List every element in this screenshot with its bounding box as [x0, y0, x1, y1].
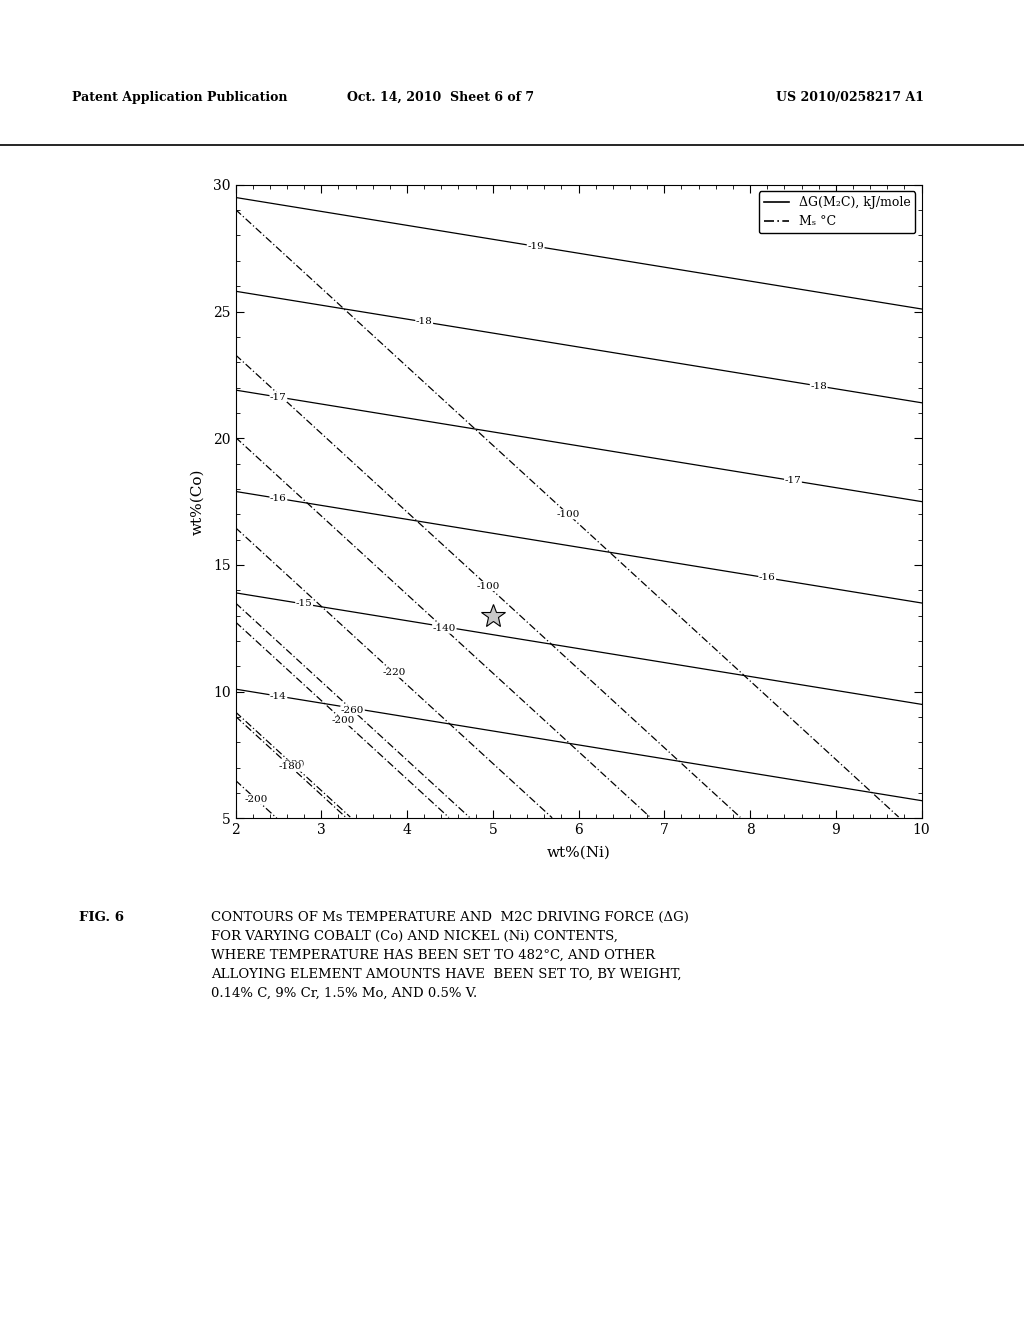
- Text: -100: -100: [557, 510, 580, 519]
- Text: FIG. 6: FIG. 6: [80, 911, 125, 924]
- Text: US 2010/0258217 A1: US 2010/0258217 A1: [776, 91, 924, 103]
- Text: Patent Application Publication: Patent Application Publication: [72, 91, 287, 103]
- Text: -18: -18: [810, 381, 827, 391]
- Text: -15: -15: [296, 599, 312, 609]
- Text: -17: -17: [784, 477, 802, 486]
- Text: -100: -100: [476, 582, 500, 590]
- Text: -14: -14: [270, 692, 287, 701]
- Text: -16: -16: [270, 494, 287, 503]
- Y-axis label: wt%(Co): wt%(Co): [190, 469, 205, 535]
- Text: -220: -220: [382, 668, 406, 677]
- Text: -200: -200: [245, 795, 268, 804]
- Text: -200: -200: [332, 717, 355, 725]
- Text: -17: -17: [270, 392, 287, 401]
- Text: -180: -180: [279, 762, 302, 771]
- Text: -19: -19: [527, 242, 544, 251]
- Text: -260: -260: [341, 706, 365, 714]
- Text: -16: -16: [759, 573, 775, 582]
- Text: Oct. 14, 2010  Sheet 6 of 7: Oct. 14, 2010 Sheet 6 of 7: [347, 91, 534, 103]
- Text: -140: -140: [432, 624, 456, 634]
- X-axis label: wt%(Ni): wt%(Ni): [547, 846, 610, 859]
- Legend: ΔG(M₂C), kJ/mole, Mₛ °C: ΔG(M₂C), kJ/mole, Mₛ °C: [759, 191, 915, 234]
- Text: CONTOURS OF Ms TEMPERATURE AND  M2C DRIVING FORCE (ΔG)
FOR VARYING COBALT (Co) A: CONTOURS OF Ms TEMPERATURE AND M2C DRIVI…: [211, 911, 689, 999]
- Text: -18: -18: [416, 317, 432, 326]
- Text: -220: -220: [282, 760, 304, 770]
